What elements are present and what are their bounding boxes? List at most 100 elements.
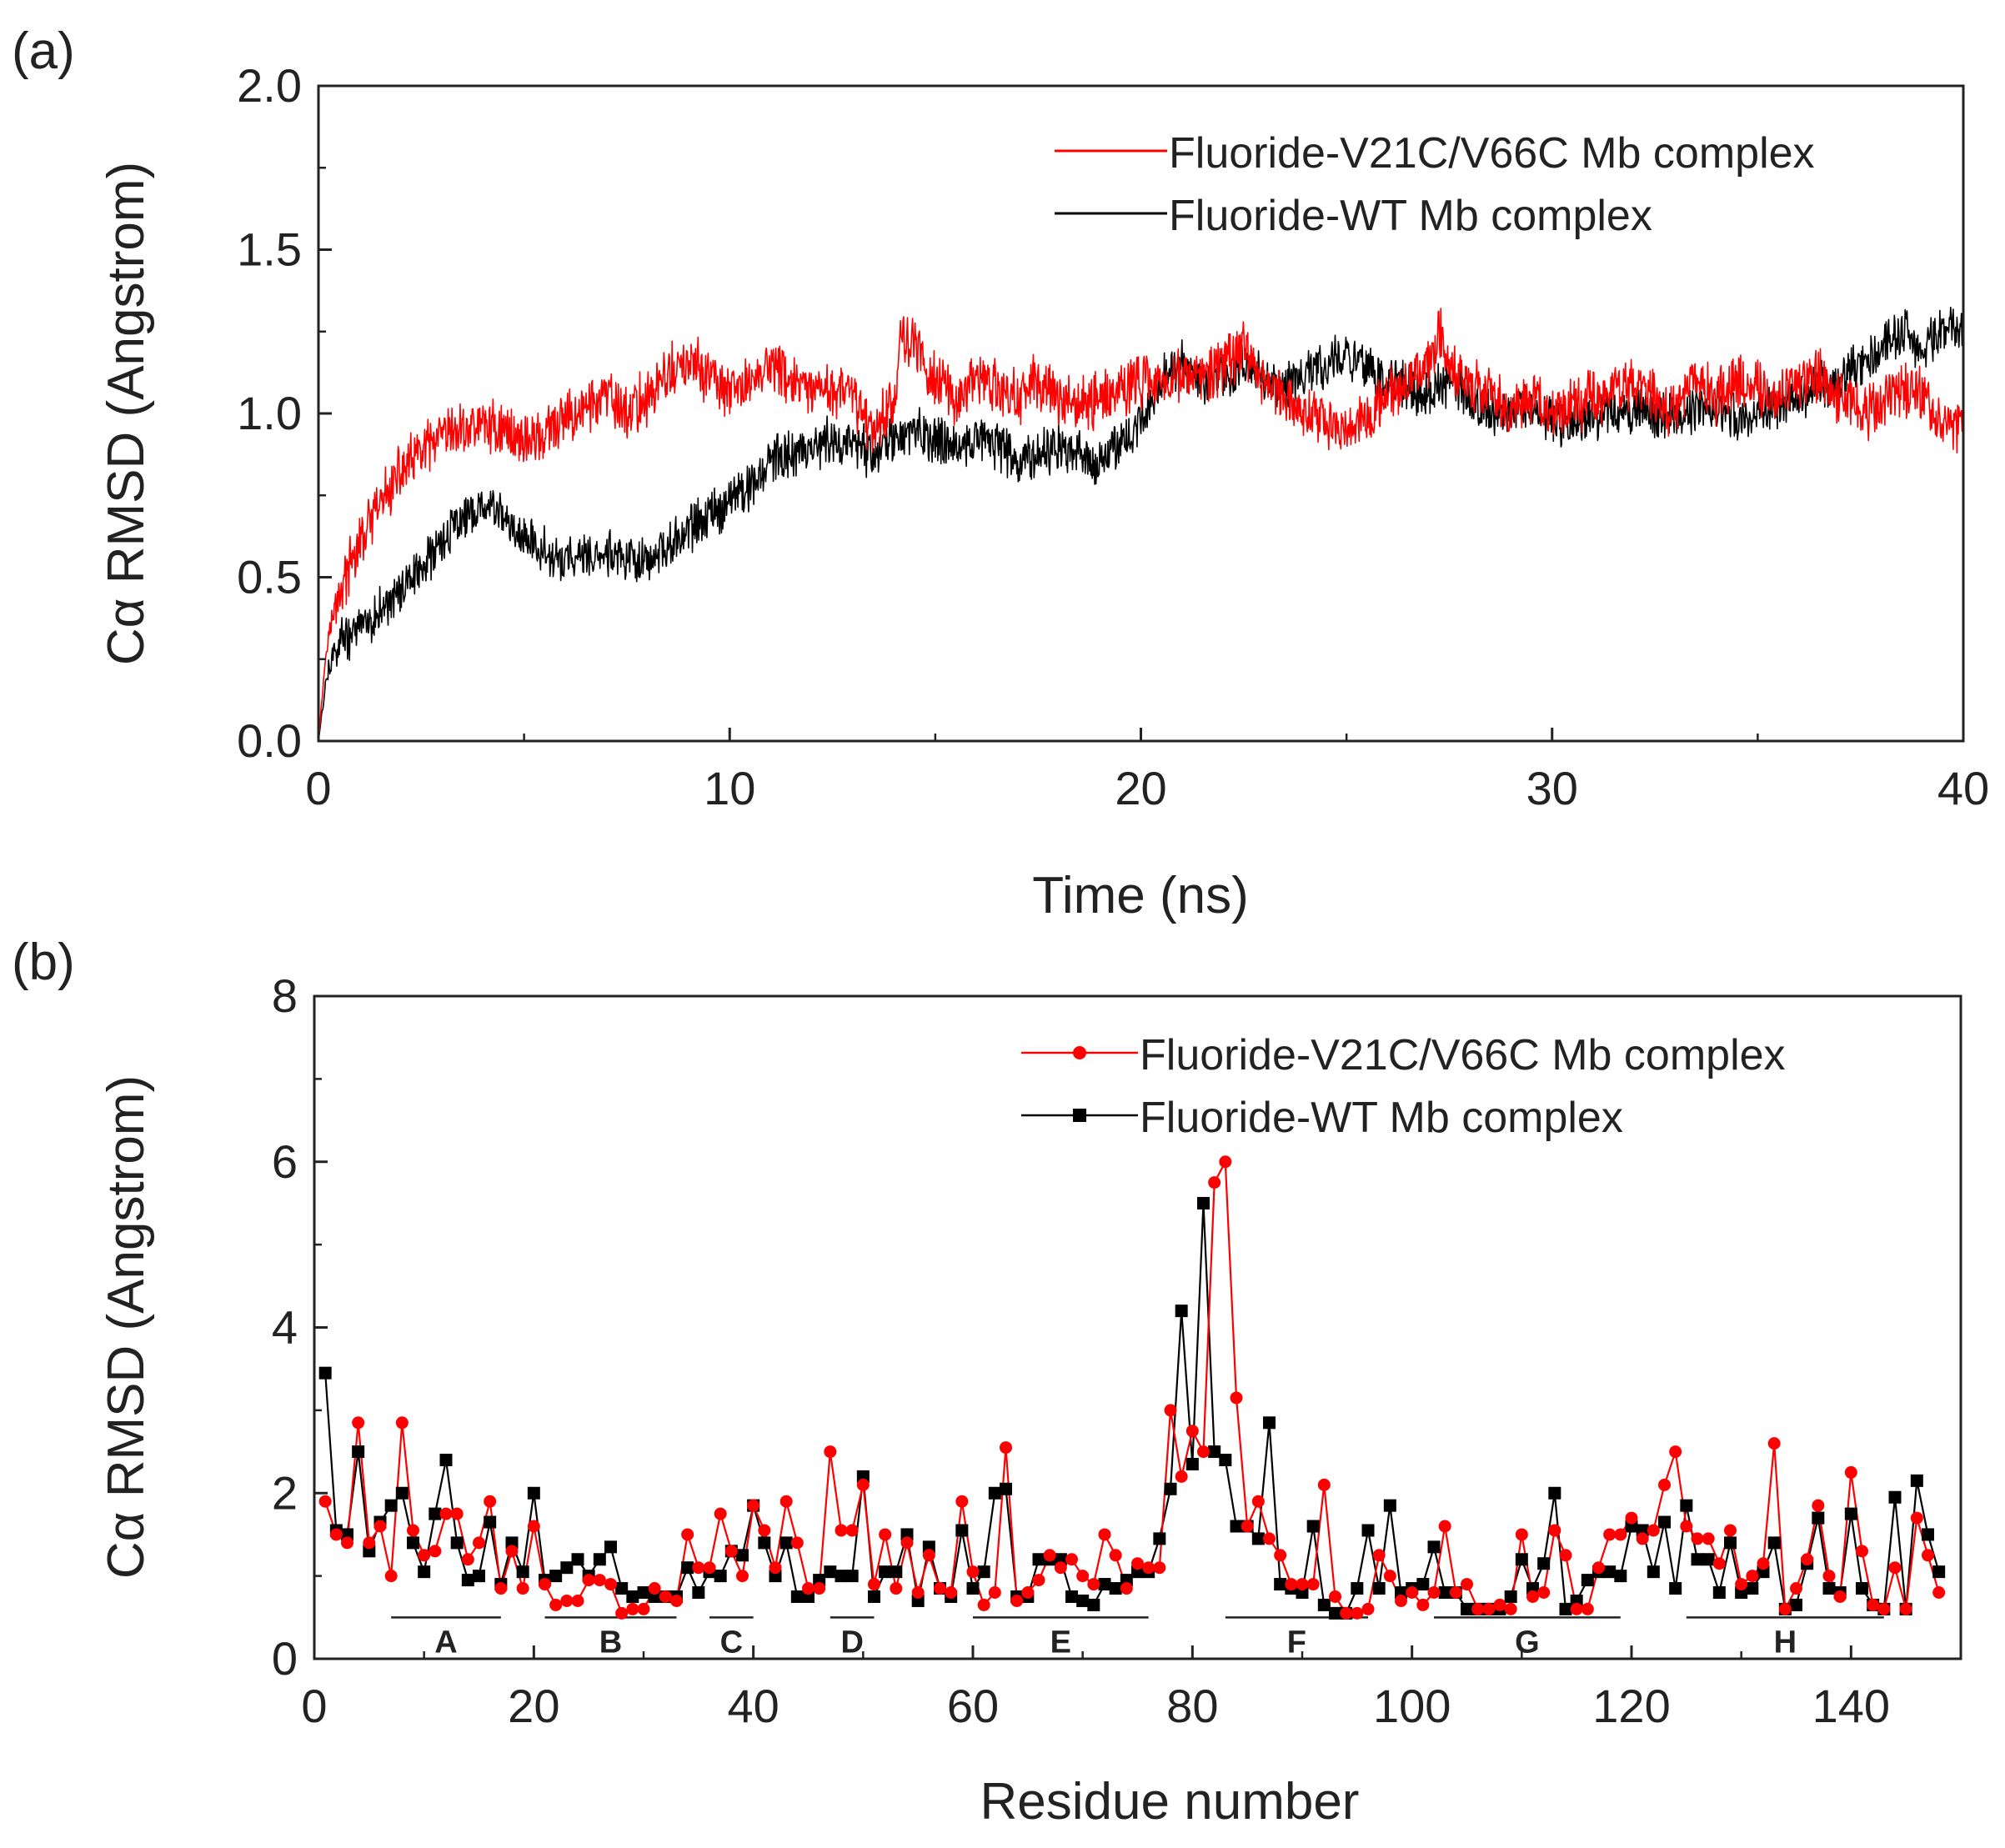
data-point-mutant	[1120, 1582, 1133, 1595]
data-point-wt	[868, 1590, 880, 1603]
panel-a-x-axis-title: Time (ns)	[1032, 867, 1248, 924]
data-point-mutant	[1230, 1391, 1243, 1405]
data-point-mutant	[747, 1499, 760, 1512]
data-point-wt	[779, 1536, 793, 1550]
data-point-mutant	[824, 1445, 837, 1459]
data-point-mutant	[1504, 1602, 1517, 1615]
data-point-mutant	[1790, 1582, 1802, 1595]
panel-b-legend-marker-wt	[1073, 1109, 1086, 1122]
data-point-mutant	[1647, 1524, 1660, 1537]
data-point-wt	[845, 1570, 859, 1583]
data-point-mutant	[1712, 1557, 1726, 1570]
data-point-mutant	[1065, 1553, 1078, 1566]
data-point-wt	[1000, 1482, 1012, 1495]
data-point-wt	[988, 1486, 1001, 1500]
data-point-mutant	[1054, 1561, 1067, 1575]
data-point-mutant	[1351, 1606, 1364, 1620]
data-point-mutant	[648, 1582, 661, 1595]
data-point-mutant	[1395, 1594, 1407, 1607]
data-point-mutant	[1043, 1549, 1056, 1562]
data-point-mutant	[835, 1524, 848, 1537]
data-point-mutant	[1822, 1570, 1836, 1583]
data-point-wt	[1767, 1536, 1781, 1550]
data-point-mutant	[681, 1528, 694, 1541]
data-point-wt	[835, 1570, 848, 1583]
data-point-mutant	[1625, 1511, 1638, 1525]
data-point-mutant	[637, 1602, 650, 1615]
data-point-mutant	[1208, 1176, 1221, 1189]
data-point-mutant	[1021, 1586, 1035, 1599]
data-point-wt	[637, 1586, 650, 1599]
data-point-wt	[1614, 1570, 1627, 1583]
data-point-wt	[1197, 1196, 1210, 1209]
data-point-mutant	[516, 1582, 529, 1595]
data-point-mutant	[407, 1524, 419, 1537]
data-point-wt	[1208, 1445, 1221, 1459]
data-point-mutant	[373, 1520, 387, 1533]
data-point-mutant	[1274, 1549, 1287, 1562]
data-point-wt	[758, 1536, 771, 1550]
data-point-mutant	[363, 1536, 376, 1550]
panel-a-legend-label-mutant: Fluoride-V21C/V66C Mb complex	[1169, 129, 1815, 178]
data-point-mutant	[966, 1565, 980, 1579]
data-point-wt	[1461, 1602, 1473, 1615]
data-point-mutant	[1812, 1499, 1825, 1512]
x-tick-label: 40	[728, 1680, 779, 1732]
data-point-mutant	[473, 1536, 485, 1550]
y-tick-label: 6	[272, 1135, 298, 1188]
x-tick-label: 120	[1592, 1680, 1670, 1732]
data-point-mutant	[1449, 1586, 1462, 1599]
data-point-mutant	[868, 1578, 880, 1591]
data-point-mutant	[1471, 1602, 1485, 1615]
data-point-mutant	[724, 1545, 738, 1558]
data-point-wt	[1746, 1582, 1759, 1595]
data-point-mutant	[659, 1590, 672, 1603]
data-point-mutant	[1482, 1602, 1496, 1615]
data-point-mutant	[714, 1507, 727, 1520]
data-point-mutant	[1757, 1557, 1770, 1570]
y-tick-label: 8	[272, 969, 298, 1022]
series-line-wt	[318, 306, 1964, 742]
panel-a-legend: Fluoride-V21C/V66C Mb complex Fluoride-W…	[1055, 129, 1815, 240]
data-point-mutant	[1746, 1570, 1759, 1583]
data-point-mutant	[845, 1524, 859, 1537]
data-point-wt	[1164, 1482, 1177, 1495]
data-point-wt	[1076, 1594, 1090, 1607]
data-point-mutant	[670, 1594, 683, 1607]
data-point-wt	[1504, 1590, 1517, 1603]
y-tick-label: 1.0	[237, 387, 302, 439]
data-point-wt	[593, 1553, 606, 1566]
data-point-wt	[1109, 1582, 1122, 1595]
data-point-wt	[418, 1565, 431, 1579]
data-point-wt	[1790, 1598, 1802, 1611]
data-point-mutant	[1032, 1574, 1045, 1587]
x-tick-label: 20	[1115, 762, 1166, 814]
data-point-wt	[318, 1366, 332, 1380]
data-point-mutant	[1383, 1570, 1396, 1583]
data-point-mutant	[1603, 1528, 1617, 1541]
data-point-wt	[384, 1499, 398, 1512]
data-point-mutant	[1263, 1532, 1276, 1545]
data-point-wt	[1263, 1416, 1276, 1430]
data-point-wt	[1175, 1305, 1188, 1318]
data-point-mutant	[1877, 1602, 1891, 1615]
data-point-wt	[1724, 1536, 1737, 1550]
helix-label: H	[1774, 1625, 1797, 1660]
data-point-wt	[1185, 1457, 1199, 1470]
data-point-mutant	[352, 1416, 365, 1430]
data-point-mutant	[1185, 1425, 1199, 1438]
data-point-mutant	[571, 1594, 584, 1607]
data-point-wt	[1680, 1499, 1693, 1512]
data-point-wt	[429, 1507, 442, 1520]
y-tick-label: 0	[272, 1632, 298, 1685]
data-point-mutant	[429, 1545, 442, 1558]
data-point-mutant	[1438, 1520, 1451, 1533]
data-point-mutant	[461, 1553, 474, 1566]
data-point-mutant	[1317, 1478, 1331, 1491]
data-point-mutant	[1000, 1441, 1012, 1455]
panel-a-series-layer	[318, 306, 1964, 742]
data-point-wt	[1219, 1454, 1232, 1466]
data-point-mutant	[1702, 1532, 1715, 1545]
data-point-wt	[879, 1565, 892, 1579]
data-point-mutant	[1329, 1590, 1341, 1603]
